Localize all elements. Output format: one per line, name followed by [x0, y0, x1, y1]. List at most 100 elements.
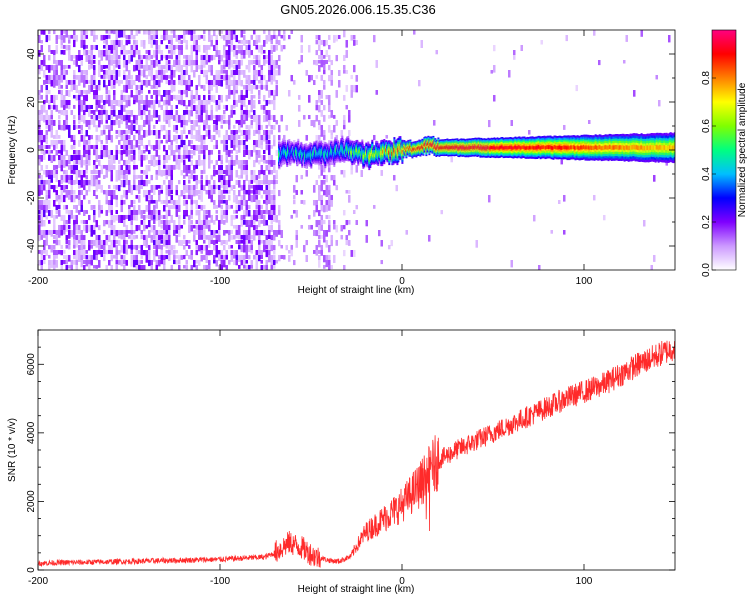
spectrogram-cell [238, 200, 241, 205]
spectrogram-cell [93, 90, 96, 98]
spectrogram-cell [173, 150, 176, 155]
spectrogram-cell [175, 115, 178, 123]
spectrogram-cell [228, 40, 231, 45]
spectrogram-cell [45, 130, 48, 137]
spectrogram-cell [55, 70, 58, 78]
spectrogram-cell [235, 235, 238, 239]
spectrogram-cell [98, 85, 101, 91]
spectrogram-cell [328, 260, 331, 265]
spectrogram-cell [100, 110, 103, 117]
spectrogram-cell [155, 80, 158, 88]
spectrogram-cell [225, 205, 228, 211]
spectrogram-cell [180, 155, 183, 163]
spectrogram-cell [60, 150, 63, 157]
spectrogram-cell [243, 260, 246, 267]
spectrogram-cell [83, 260, 86, 264]
spectrogram-cell [75, 155, 78, 162]
spectrogram-cell [138, 130, 141, 138]
spectrogram-cell [258, 130, 261, 135]
spectrogram-cell [220, 260, 223, 267]
spectrogram-cell [128, 140, 131, 147]
spectrogram-cell [83, 100, 86, 105]
spectrogram-cell [258, 170, 261, 176]
spectrogram-cell [108, 70, 111, 78]
spectrogram-cell [103, 230, 106, 235]
spectrogram-cell [213, 255, 216, 262]
spectrogram-cell [155, 140, 158, 147]
spectrogram-cell [40, 115, 43, 121]
spectrogram-cell [50, 140, 53, 147]
spectrogram-cell [210, 110, 213, 116]
spectrogram-cell [240, 100, 243, 107]
spectrogram-cell [278, 210, 281, 216]
spectrogram-cell [65, 160, 68, 167]
spectrogram-cell [243, 170, 246, 175]
spectrogram-cell [178, 160, 181, 165]
spectrogram-cell [273, 45, 276, 52]
spectrogram-cell [278, 30, 281, 37]
spectrogram-cell [130, 255, 133, 262]
spectrogram-cell [110, 75, 113, 80]
spectrogram-cell [138, 105, 141, 111]
spectrogram-cell [70, 165, 73, 173]
spectrogram-cell [258, 90, 261, 98]
spectrogram-cell [248, 75, 251, 83]
spectrogram-cell [245, 150, 248, 155]
spectrogram-cell [38, 215, 41, 222]
spectrogram-cell [53, 60, 56, 64]
spectrogram-cell [205, 180, 208, 186]
spectrogram-cell [205, 130, 208, 137]
spectrogram-cell [110, 40, 113, 46]
spectrogram-cell [190, 30, 193, 36]
spectrogram-cell [108, 100, 111, 107]
spectrogram-cell [105, 200, 108, 205]
spectrogram-cell [320, 50, 323, 57]
spectrogram-cell [230, 255, 233, 262]
spectrogram-cell [83, 160, 86, 166]
spectrogram-cell [93, 120, 96, 128]
spectrogram-cell [233, 185, 236, 189]
spectrogram-cell [218, 195, 221, 201]
spectrogram-cell [63, 110, 66, 116]
spectrogram-cell [253, 210, 256, 217]
spectrogram-cell [103, 100, 106, 106]
spectrogram-cell [315, 200, 318, 207]
spectrogram-cell [128, 35, 131, 40]
spectrogram-cell [43, 135, 46, 143]
spectrogram-cell [198, 95, 201, 103]
spectrogram-cell [70, 195, 73, 203]
spectrogram-cell [110, 135, 113, 143]
spectrogram-cell [320, 75, 323, 81]
spectrogram-cell [198, 195, 201, 200]
spectrogram-cell [268, 225, 271, 233]
spectrogram-cell [210, 240, 213, 244]
spectrogram-cell [218, 255, 221, 261]
spectrogram-cell [98, 120, 101, 128]
spectrogram-cell [320, 55, 323, 61]
spectrogram-cell [168, 155, 171, 161]
spectrogram-cell [115, 45, 118, 53]
spectrogram-cell [263, 50, 266, 54]
spectrogram-cell [43, 260, 46, 264]
spectrogram-cell [215, 235, 218, 243]
spectrogram-cell [180, 225, 183, 229]
spectrogram-cell [268, 120, 271, 127]
spectrogram-cell [320, 185, 323, 192]
spectrogram-cell [155, 120, 158, 124]
spectrogram-cell [225, 60, 228, 67]
spectrogram-cell [103, 145, 106, 153]
spectrogram-cell [175, 105, 178, 109]
spectrogram-cell [288, 255, 291, 262]
spectrogram-cell [178, 180, 181, 185]
spectrogram-cell [195, 35, 198, 42]
spectrogram-cell [183, 35, 186, 43]
spectrogram-cell [305, 170, 308, 177]
spectrogram-cell [293, 200, 296, 205]
spectrogram-cell [270, 240, 273, 248]
spectrogram-cell [175, 155, 178, 163]
spectrogram-cell [175, 110, 178, 117]
spectrogram-cell [63, 105, 66, 111]
spectrogram-cell [333, 255, 336, 263]
spectrogram-cell [158, 50, 161, 54]
spectrogram-cell [273, 125, 276, 130]
